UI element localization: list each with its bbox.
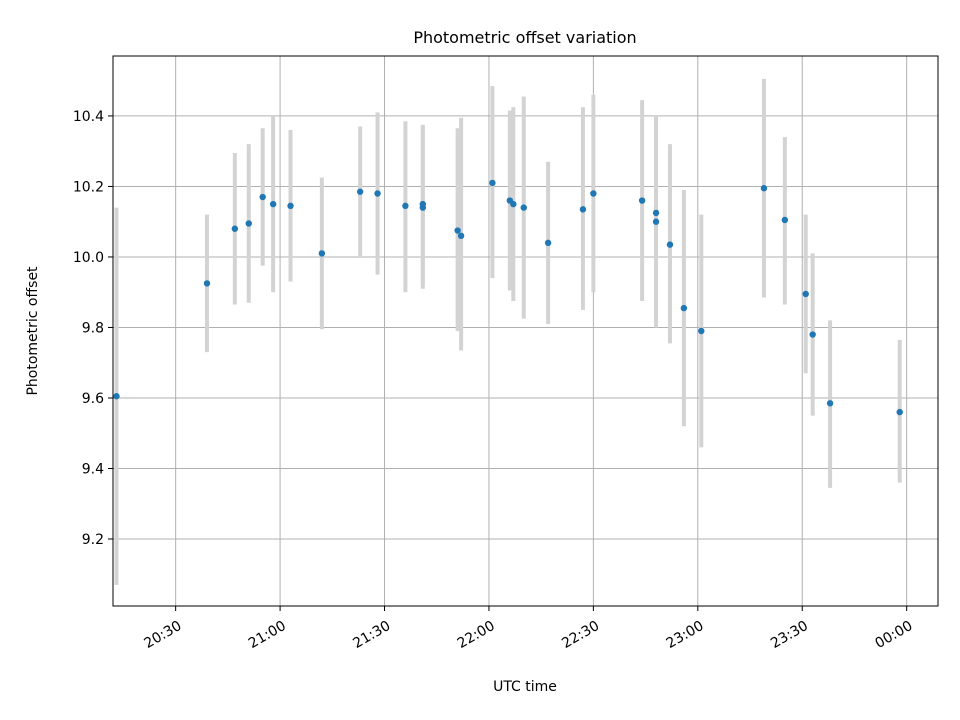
data-point [287, 202, 294, 210]
data-point [419, 200, 427, 208]
data-point [457, 232, 465, 240]
data-point [544, 239, 552, 247]
y-tick-label: 10.4 [73, 109, 104, 125]
data-point [356, 188, 364, 195]
data-point [652, 218, 660, 225]
y-axis-label: Photometric offset [25, 266, 41, 396]
y-axis: 9.2 9.4 9.6 9.8 10.0 10.2 10.4 [73, 109, 113, 548]
data-point [113, 393, 120, 400]
data-point [802, 290, 809, 298]
data-point [520, 204, 527, 211]
data-point [680, 304, 688, 312]
y-tick-label: 9.2 [82, 532, 104, 548]
data-point [652, 209, 660, 217]
y-tick-label: 10.0 [73, 250, 104, 266]
data-point [590, 190, 597, 197]
data-point [203, 280, 211, 287]
data-point [896, 408, 903, 416]
y-tick-label: 9.6 [82, 391, 104, 407]
data-point [231, 225, 239, 232]
x-axis-label: UTC time [493, 679, 557, 695]
data-point [318, 250, 326, 257]
data-point [402, 202, 409, 210]
data-point [760, 185, 768, 192]
data-point [454, 227, 461, 234]
data-points [113, 179, 903, 416]
data-point [666, 241, 674, 248]
data-point [826, 400, 834, 407]
data-point [809, 331, 816, 338]
data-point [245, 220, 252, 227]
y-tick-label: 9.8 [82, 320, 104, 336]
data-point [579, 206, 587, 213]
data-point [698, 327, 705, 335]
data-point [781, 216, 789, 224]
y-tick-label: 9.4 [82, 462, 104, 478]
data-point [510, 200, 517, 208]
data-point [374, 190, 381, 197]
y-tick-label: 10.2 [73, 179, 104, 195]
data-point [269, 200, 277, 208]
data-point [638, 197, 646, 204]
data-point [489, 179, 496, 187]
data-point [259, 193, 266, 201]
chart-title: Photometric offset variation [413, 28, 636, 47]
plot-frame [112, 55, 939, 607]
